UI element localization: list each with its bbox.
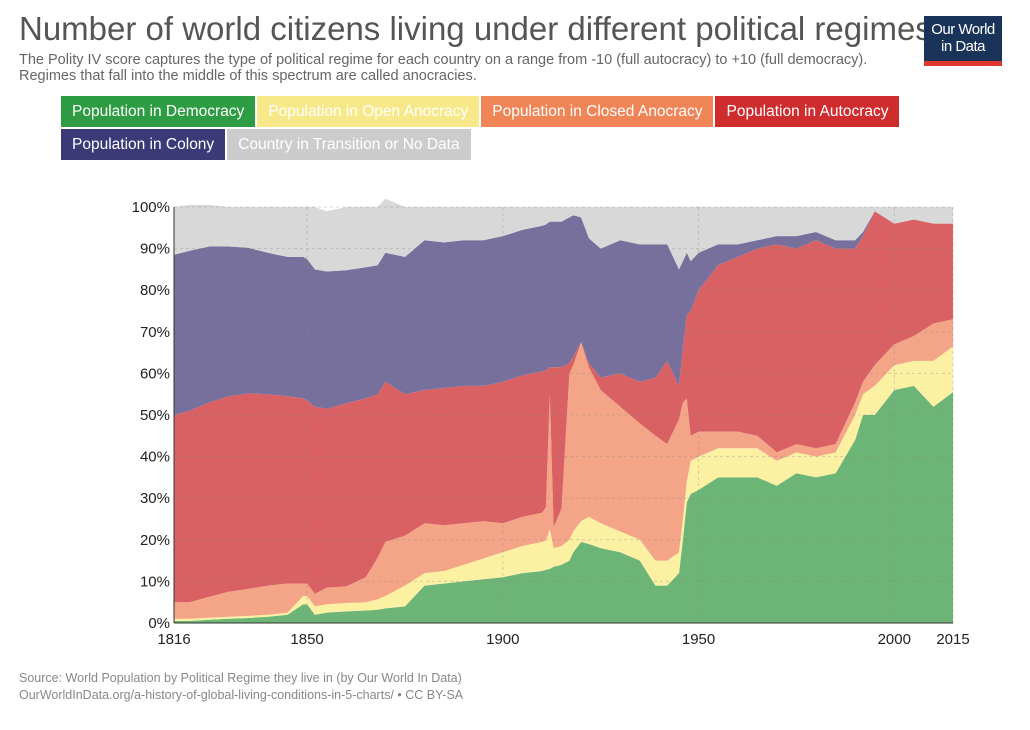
y-tick-label: 90% (140, 241, 170, 258)
x-tick-label: 2000 (878, 631, 911, 648)
y-tick-label: 10% (140, 573, 170, 590)
area-series-4[interactable] (174, 211, 953, 603)
y-tick-label: 70% (140, 324, 170, 341)
y-tick-label: 80% (140, 282, 170, 299)
x-tick-label: 2015 (936, 631, 969, 648)
source-note: Source: World Population by Political Re… (19, 670, 463, 704)
logo-line-1: Our World (931, 21, 995, 38)
legend-item-1[interactable]: Population in Democracy (61, 96, 256, 127)
legend-item-2[interactable]: Population in Open Anocracy (257, 96, 480, 127)
owid-logo[interactable]: Our World in Data (924, 16, 1002, 66)
source-url[interactable]: OurWorldInData.org/a-history-of-global-l… (19, 688, 464, 702)
legend: Population in Democracy Population in Ope… (61, 96, 981, 162)
area-series-1[interactable] (174, 385, 953, 623)
page-subtitle: The Polity IV score captures the type of… (19, 52, 868, 84)
y-tick-label: 50% (140, 407, 170, 424)
legend-item-4[interactable]: Population in Autocracy (715, 96, 900, 127)
x-tick-label: 1950 (682, 631, 715, 648)
y-tick-label: 100% (132, 199, 170, 216)
legend-item-6[interactable]: Country in Transition or No Data (227, 129, 471, 160)
y-tick-label: 0% (148, 615, 170, 632)
y-tick-label: 40% (140, 449, 170, 466)
stacked-area-chart: 0% 10% 20% 30% 40% 50% 60% 70% 80% 90% 100% 1816 185… (132, 198, 970, 648)
x-tick-label: 1850 (290, 631, 323, 648)
legend-item-3[interactable]: Population in Closed Anocracy (481, 96, 714, 127)
y-tick-label: 20% (140, 532, 170, 549)
legend-item-5[interactable]: Population in Colony (61, 129, 226, 160)
source-text: Source: World Population by Political Re… (19, 671, 462, 685)
x-tick-label: 1900 (486, 631, 519, 648)
area-series-5[interactable] (174, 211, 953, 415)
area-series-3[interactable] (174, 319, 953, 619)
y-tick-label: 30% (140, 490, 170, 507)
x-tick-label: 1816 (157, 631, 190, 648)
page-title: Number of world citizens living under di… (19, 10, 932, 47)
y-tick-label: 60% (140, 365, 170, 382)
logo-line-2: in Data (940, 38, 986, 55)
area-series-6[interactable] (174, 198, 953, 272)
